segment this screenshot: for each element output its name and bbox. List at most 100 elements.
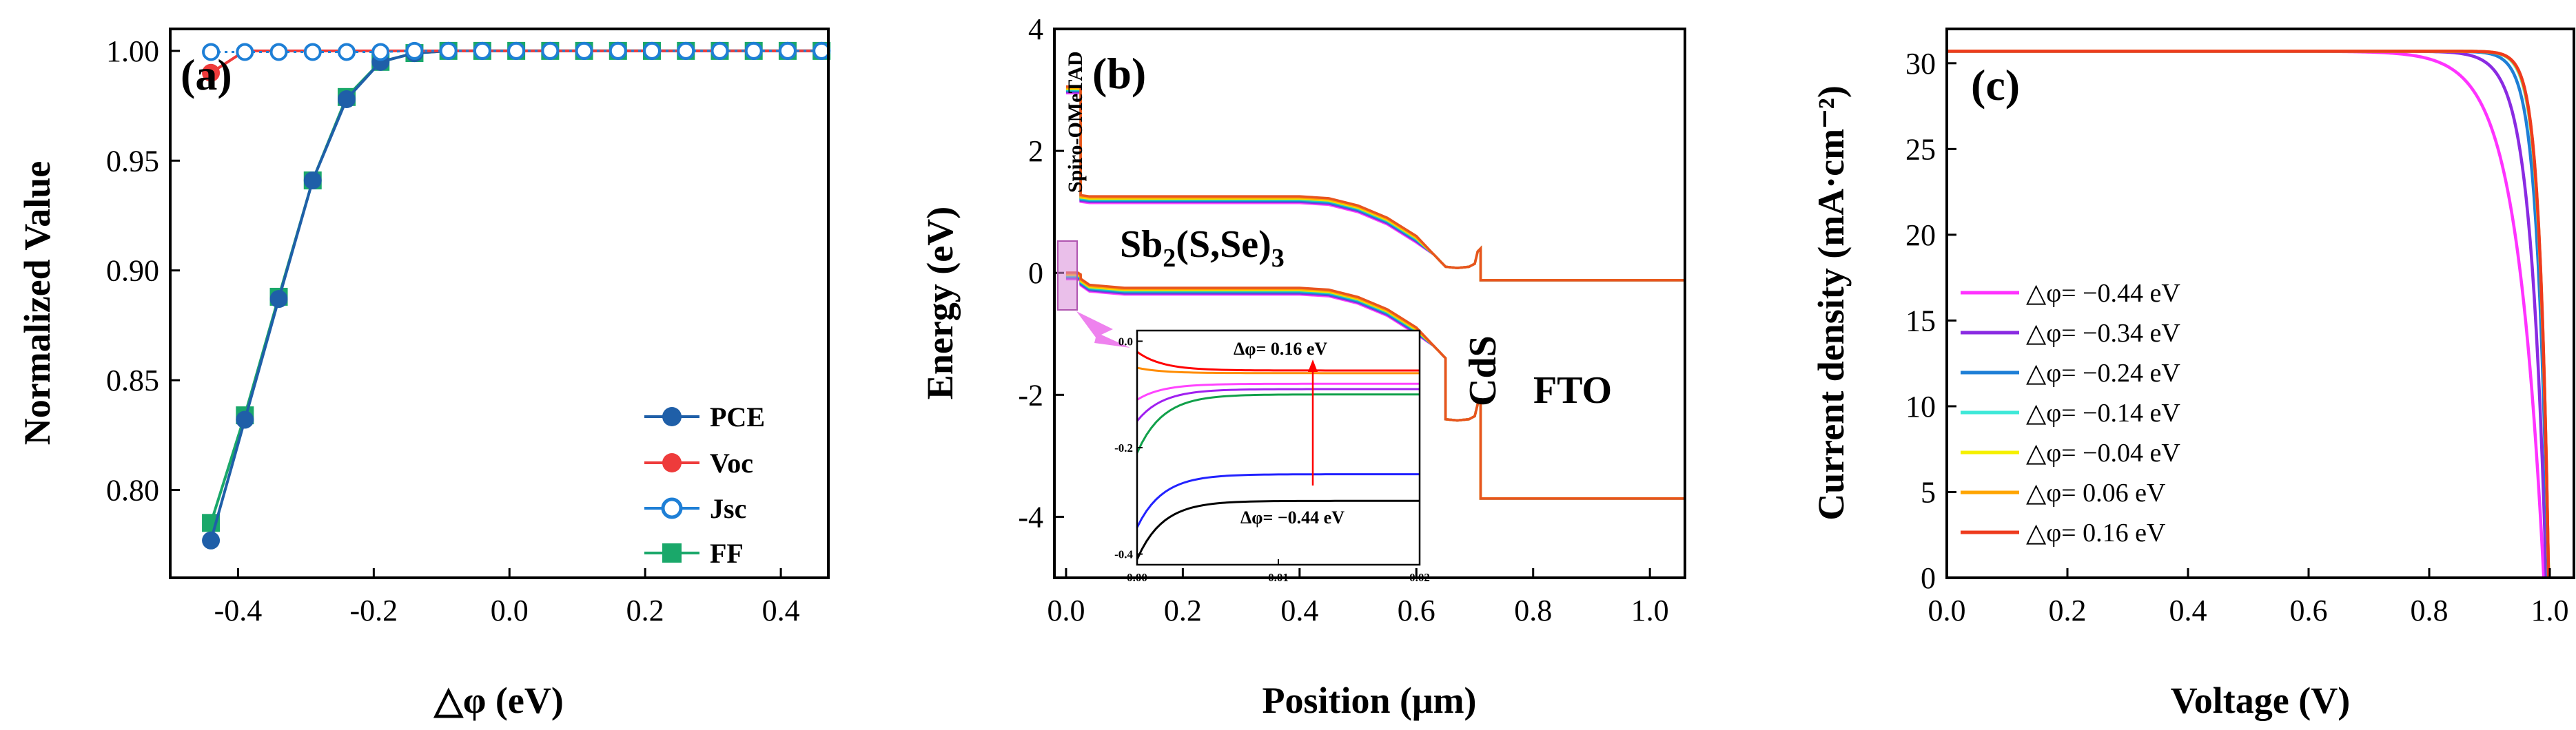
legend-label-jsc: Jsc <box>710 493 746 524</box>
fto-label: FTO <box>1533 369 1612 412</box>
spiro-label: Spiro-OMeTAD <box>1064 51 1087 193</box>
panel-c-xlabel: Voltage (V) <box>2171 680 2350 721</box>
inset-x-tick-label: 0.01 <box>1268 571 1289 584</box>
point-voc <box>202 63 221 82</box>
legend-label-pce: PCE <box>710 402 765 432</box>
y-tick-label: 1.00 <box>106 34 159 68</box>
x-tick-label: 0.0 <box>1047 594 1085 627</box>
legend-label: △φ= −0.04 eV <box>2026 439 2180 468</box>
point-pce <box>236 410 254 429</box>
point-jsc <box>303 43 322 61</box>
y-tick-label: 10 <box>1905 390 1936 424</box>
inset-bg <box>1137 331 1420 565</box>
x-tick-label: 0.4 <box>1280 594 1318 627</box>
y-tick-label: 2 <box>1028 134 1043 168</box>
legend-marker-pce <box>662 407 682 426</box>
inset-marks <box>1136 351 1420 560</box>
y-tick-label: -4 <box>1018 500 1043 534</box>
legend-item-pce: PCE <box>644 402 765 432</box>
absorber-label-part: Sb <box>1120 223 1163 266</box>
x-tick-label: 1.0 <box>2531 594 2569 627</box>
inset-y-tick-label: -0.4 <box>1114 548 1133 561</box>
panel-b-axes: 0.0 0.2 0.4 0.6 0.8 1.0 -4 -2 0 2 4 <box>1018 12 1668 627</box>
absorber-label: Sb2(S,Se)3 <box>1120 223 1285 273</box>
legend-item-jsc: Jsc <box>644 493 746 524</box>
y-tick-label: 0.80 <box>106 473 159 507</box>
panel-a-legend: PCE Voc Jsc FF <box>644 402 765 569</box>
cds-label: CdS <box>1462 335 1504 406</box>
y-tick-label: 20 <box>1905 218 1936 252</box>
panel-b-frame <box>1053 28 1686 579</box>
absorber-label-mid: (S,Se) <box>1176 223 1271 266</box>
legend-label: △φ= −0.34 eV <box>2026 319 2180 348</box>
inset-band-line <box>1136 382 1420 401</box>
panel-a-ylabel: Normalized Value <box>17 161 58 446</box>
y-tick-label: 0 <box>1921 561 1936 595</box>
y-tick-label: 0 <box>1028 256 1043 290</box>
y-tick-label: 0.95 <box>106 144 159 178</box>
inset-label-top: Δφ= 0.16 eV <box>1234 339 1327 359</box>
jv-curve <box>1947 50 2551 578</box>
inset-band-line <box>1136 388 1420 422</box>
point-jsc <box>541 41 560 60</box>
point-pce <box>303 171 322 189</box>
inset-axes: 0.00 0.01 0.02 0.0 -0.2 -0.4 <box>1114 335 1430 584</box>
point-jsc <box>439 41 458 60</box>
x-tick-label: 0.8 <box>1514 594 1552 627</box>
point-jsc <box>337 43 356 61</box>
point-jsc <box>575 41 593 60</box>
panel-a-marks <box>202 41 831 550</box>
panel-a: -0.4 -0.2 0.0 0.2 0.4 0.80 0.85 0.90 0.95 1.00 (a… <box>17 28 831 721</box>
x-tick-label: 0.8 <box>2411 594 2449 627</box>
point-jsc <box>778 41 797 60</box>
point-pce <box>202 531 221 550</box>
point-jsc <box>677 41 695 60</box>
inset-x-tick-label: 0.02 <box>1409 571 1430 584</box>
inset-y-tick-label: -0.2 <box>1114 441 1133 455</box>
point-jsc <box>473 41 491 60</box>
x-tick-label: -0.2 <box>350 594 398 627</box>
zoom-arrow-icon <box>1076 311 1130 348</box>
legend-item-voc: Voc <box>644 448 753 479</box>
x-tick-label: 0.0 <box>1928 594 1966 627</box>
point-jsc <box>371 43 390 61</box>
y-tick-label: 15 <box>1905 304 1936 337</box>
panel-c-axes: 0.0 0.2 0.4 0.6 0.8 1.0 0 5 10 15 20 25 30 <box>1905 47 2569 627</box>
point-jsc <box>507 41 526 60</box>
point-pce <box>337 90 356 109</box>
x-tick-label: 0.0 <box>491 594 529 627</box>
panel-c: 0.0 0.2 0.4 0.6 0.8 1.0 0 5 10 15 20 25 30 (c) Volta… <box>1810 28 2575 721</box>
y-tick-label: 0.85 <box>106 364 159 397</box>
panel-c-ylabel: Current density (mA·cm⁻²) <box>1810 85 1852 521</box>
legend-item-ff: FF <box>644 538 744 569</box>
inset-band-line <box>1136 393 1420 454</box>
point-jsc <box>609 41 627 60</box>
legend-marker-ff <box>662 543 682 563</box>
point-jsc <box>643 41 662 60</box>
legend-label: △φ= −0.44 eV <box>2026 279 2180 308</box>
y-tick-label: 25 <box>1905 132 1936 166</box>
panel-c-label: (c) <box>1971 61 2020 110</box>
legend-label: △φ= 0.16 eV <box>2026 519 2166 548</box>
panel-c-legend: △φ= −0.44 eV △φ= −0.34 eV △φ= −0.24 eV △φ= … <box>1961 279 2180 548</box>
point-jsc <box>236 43 254 61</box>
y-tick-label: 4 <box>1028 12 1043 46</box>
point-jsc <box>744 41 763 60</box>
x-tick-label: 0.6 <box>1398 594 1435 627</box>
y-tick-label: 5 <box>1921 475 1936 509</box>
zoom-highlight <box>1057 240 1078 311</box>
inset-band-line <box>1136 473 1420 528</box>
legend-label: △φ= −0.24 eV <box>2026 359 2180 388</box>
inset-band-line <box>1136 366 1420 375</box>
inset: 0.00 0.01 0.02 0.0 -0.2 -0.4 Δφ= 0.16 eV Δφ= … <box>1114 329 1430 584</box>
legend-label: △φ= −0.14 eV <box>2026 399 2180 428</box>
panel-b: 0.0 0.2 0.4 0.6 0.8 1.0 -4 -2 0 2 4 (b) Position (… <box>919 12 1686 721</box>
point-jsc <box>202 43 221 61</box>
point-jsc <box>405 41 424 60</box>
panel-a-frame <box>169 28 830 579</box>
absorber-label-sub2: 3 <box>1271 244 1285 273</box>
point-jsc <box>711 41 729 60</box>
panel-b-marks <box>1065 85 1685 500</box>
panel-b-ylabel: Energy (eV) <box>919 207 961 399</box>
